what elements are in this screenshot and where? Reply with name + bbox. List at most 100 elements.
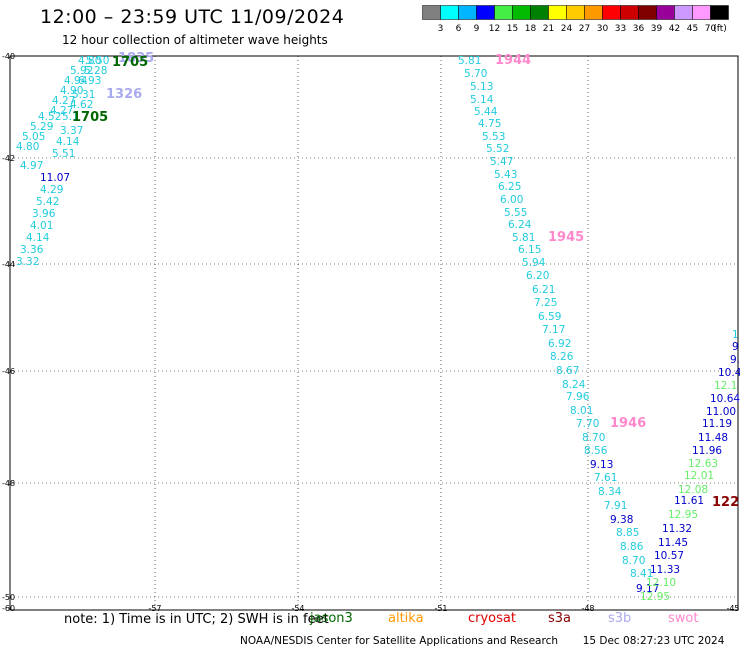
colorbar-label: 9 (474, 24, 480, 34)
wave-height-label: 11.45 (658, 537, 688, 549)
colorbar-label: 33 (615, 24, 626, 34)
pass-time-label: 1945 (548, 230, 584, 245)
wave-height-label: 7.61 (594, 472, 617, 484)
pass-time-label: 1705 (72, 110, 108, 125)
wave-height-label: 9.38 (610, 514, 633, 526)
satellite-legend-swot: swot (668, 611, 699, 626)
wave-height-label: 5.53 (482, 131, 505, 143)
pass-time-label: 1835 (118, 51, 154, 66)
wave-height-label: 12.10 (646, 577, 676, 589)
colorbar-label: 24 (561, 24, 573, 34)
longitude-tick-label: -48 (581, 604, 594, 612)
colorbar-label: 3 (438, 24, 444, 34)
wave-height-label: 6.24 (508, 219, 532, 231)
satellite-legend: jason3 altika cryosat s3a s3b swot (0, 611, 740, 629)
satellite-legend-s3b: s3b (608, 611, 632, 626)
wave-height-label: 3.96 (32, 208, 56, 220)
wave-height-label: 5.70 (464, 68, 487, 80)
map-frame (9, 55, 739, 611)
wave-height-label: 6.21 (532, 284, 555, 296)
wave-height-label: 3.37 (60, 125, 83, 137)
wave-height-label: 5.28 (84, 65, 107, 77)
wave-height-label: 7.96 (566, 391, 590, 403)
colorbar-label: 42 (669, 24, 680, 34)
wave-height-label: 4.27 (50, 105, 73, 117)
wave-height-label: 12.95 (640, 591, 670, 603)
wave-height-label: 12.1 (714, 380, 737, 392)
wave-height-label: 8.24 (562, 379, 586, 391)
wave-height-label: 5.31 (72, 89, 95, 101)
longitude-tick-label: -57 (148, 604, 161, 612)
colorbar-label: 36 (633, 24, 645, 34)
footer-credit: NOAA/NESDIS Center for Satellite Applica… (240, 635, 558, 647)
wave-height-label: 4.01 (30, 220, 53, 232)
wave-height-label: 11.19 (702, 418, 732, 430)
colorbar-label: 21 (543, 24, 554, 34)
colorbar-label: 27 (579, 24, 590, 34)
colorbar-label: 6 (456, 24, 462, 34)
latitude-tick-label: -46 (2, 367, 15, 376)
wave-height-label: 3.36 (20, 244, 44, 256)
pass-time-label: 1705 (112, 55, 148, 70)
wave-height-label: 8.70 (622, 555, 645, 567)
wave-height-label: 5.1 (62, 111, 79, 123)
colorbar-label: 18 (525, 24, 537, 34)
colorbar-label: 12 (489, 24, 500, 34)
wave-height-colorbar: 3 6 9 12 15 18 21 24 27 30 33 36 39 42 45 70(ft) (422, 5, 729, 34)
wave-height-label: 5.14 (470, 94, 494, 106)
wave-height-label: 4.94 (64, 75, 88, 87)
wave-height-label: 8.67 (556, 365, 579, 377)
wave-height-label: 4.14 (26, 232, 50, 244)
latitude-tick-label: -42 (2, 154, 15, 163)
wave-height-label: 4.27 (52, 95, 75, 107)
wave-height-label: 8.85 (616, 527, 639, 539)
pass-time-label: 1944 (495, 53, 531, 68)
wave-height-label: 5.42 (36, 196, 59, 208)
colorbar-label: 30 (597, 24, 609, 34)
wave-height-label: 4.80 (78, 55, 101, 67)
latitude-tick-label: -40 (2, 52, 15, 61)
wave-height-label: 5.13 (470, 81, 493, 93)
longitude-tick-label: -45 (726, 604, 739, 612)
footer: NOAA/NESDIS Center for Satellite Applica… (240, 635, 724, 647)
wave-height-label: 8.26 (550, 351, 574, 363)
wave-height-label: 4.90 (60, 85, 83, 97)
wave-height-label: 5.29 (30, 121, 53, 133)
longitude-tick-label: -54 (291, 604, 304, 612)
wave-height-label: 8.56 (584, 445, 608, 457)
colorbar-unit: (ft) (713, 24, 727, 34)
wave-height-label: 7.91 (604, 500, 627, 512)
wave-height-label: 4.14 (56, 136, 80, 148)
wave-height-label: 11.96 (692, 445, 722, 457)
wave-height-label: 9.13 (590, 459, 613, 471)
pass-time-label: 1946 (610, 416, 646, 431)
wave-height-label: 5.94 (522, 257, 546, 269)
note-text: note: 1) Time is in UTC; 2) SWH is in fe… (64, 612, 329, 627)
wave-height-label: 5.52 (486, 143, 509, 155)
corner-tick-label: -60 (2, 604, 15, 612)
wave-height-label: 4.29 (40, 184, 63, 196)
wave-height-label: 5.47 (490, 156, 513, 168)
wave-height-label: 4.75 (478, 118, 501, 130)
wave-height-label: 7.70 (576, 418, 599, 430)
colorbar-label: 70 (705, 24, 717, 34)
wave-height-label: 11.00 (706, 406, 736, 418)
wave-height-label: 6.59 (538, 311, 561, 323)
longitude-tick-label: -51 (434, 604, 447, 612)
wave-height-label: 5.05 (22, 131, 45, 143)
wave-height-label: 9.17 (636, 583, 659, 595)
wave-height-label: 5.50 (86, 55, 109, 67)
wave-height-label: 4.97 (20, 160, 43, 172)
wave-height-label: 12.01 (684, 470, 714, 482)
wave-height-label: 11.07 (40, 172, 70, 184)
page-subtitle: 12 hour collection of altimeter wave hei… (62, 33, 328, 47)
wave-height-label: 7.17 (542, 324, 565, 336)
wave-height-label: 11.48 (698, 432, 728, 444)
wave-height-map: -57 -54 -51 -48 -45 -40 -42 -44 -46 -48 -50 -60 4.80… (2, 51, 740, 612)
footer-timestamp: 15 Dec 08:27:23 UTC 2024 (582, 635, 725, 647)
wave-height-label: 8.86 (620, 541, 644, 553)
wave-height-label: 5.81 (512, 232, 535, 244)
wave-height-label: 11.32 (662, 523, 692, 535)
latitude-tick-label: -50 (2, 593, 15, 602)
page-title: 12:00 – 23:59 UTC 11/09/2024 (40, 6, 345, 28)
